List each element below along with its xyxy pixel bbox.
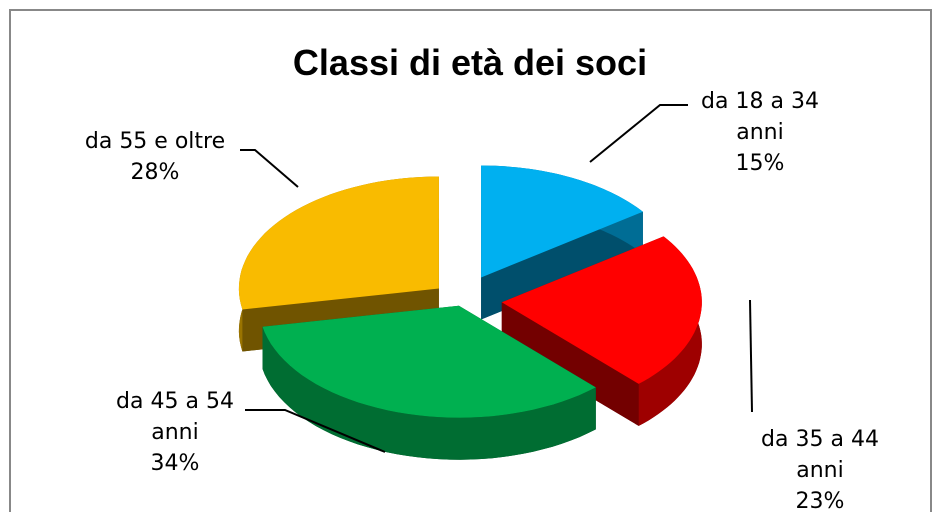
slice [262, 305, 596, 418]
slice-outer-wall [262, 326, 596, 460]
label-percent: 15% [735, 151, 785, 176]
slice [238, 176, 439, 310]
label-percent: 34% [150, 451, 200, 476]
label-category: da 18 a 34 anni [701, 89, 819, 145]
leader-line [240, 149, 299, 188]
leader-lines [240, 104, 753, 453]
leader-line [245, 409, 386, 453]
slice [501, 236, 702, 384]
leader-line [589, 104, 688, 163]
label-percent: 28% [130, 160, 180, 185]
chart-title: Classi di età dei soci [293, 42, 647, 83]
leader-line [749, 299, 753, 413]
slice-radial-wall [501, 302, 639, 426]
slice [481, 165, 643, 278]
label-category: da 35 a 44 anni [761, 427, 879, 483]
pie [238, 165, 702, 460]
slice-radial-wall [481, 211, 643, 320]
data-label: da 35 a 44 anni 23% [740, 424, 900, 512]
data-label: da 18 a 34 anni 15% [680, 86, 840, 179]
data-label: da 55 e oltre 28% [60, 126, 250, 188]
label-category: da 45 a 54 anni [116, 389, 234, 445]
label-percent: 23% [795, 489, 845, 512]
data-label: da 45 a 54 anni 34% [95, 386, 255, 479]
label-category: da 55 e oltre [84, 129, 226, 154]
